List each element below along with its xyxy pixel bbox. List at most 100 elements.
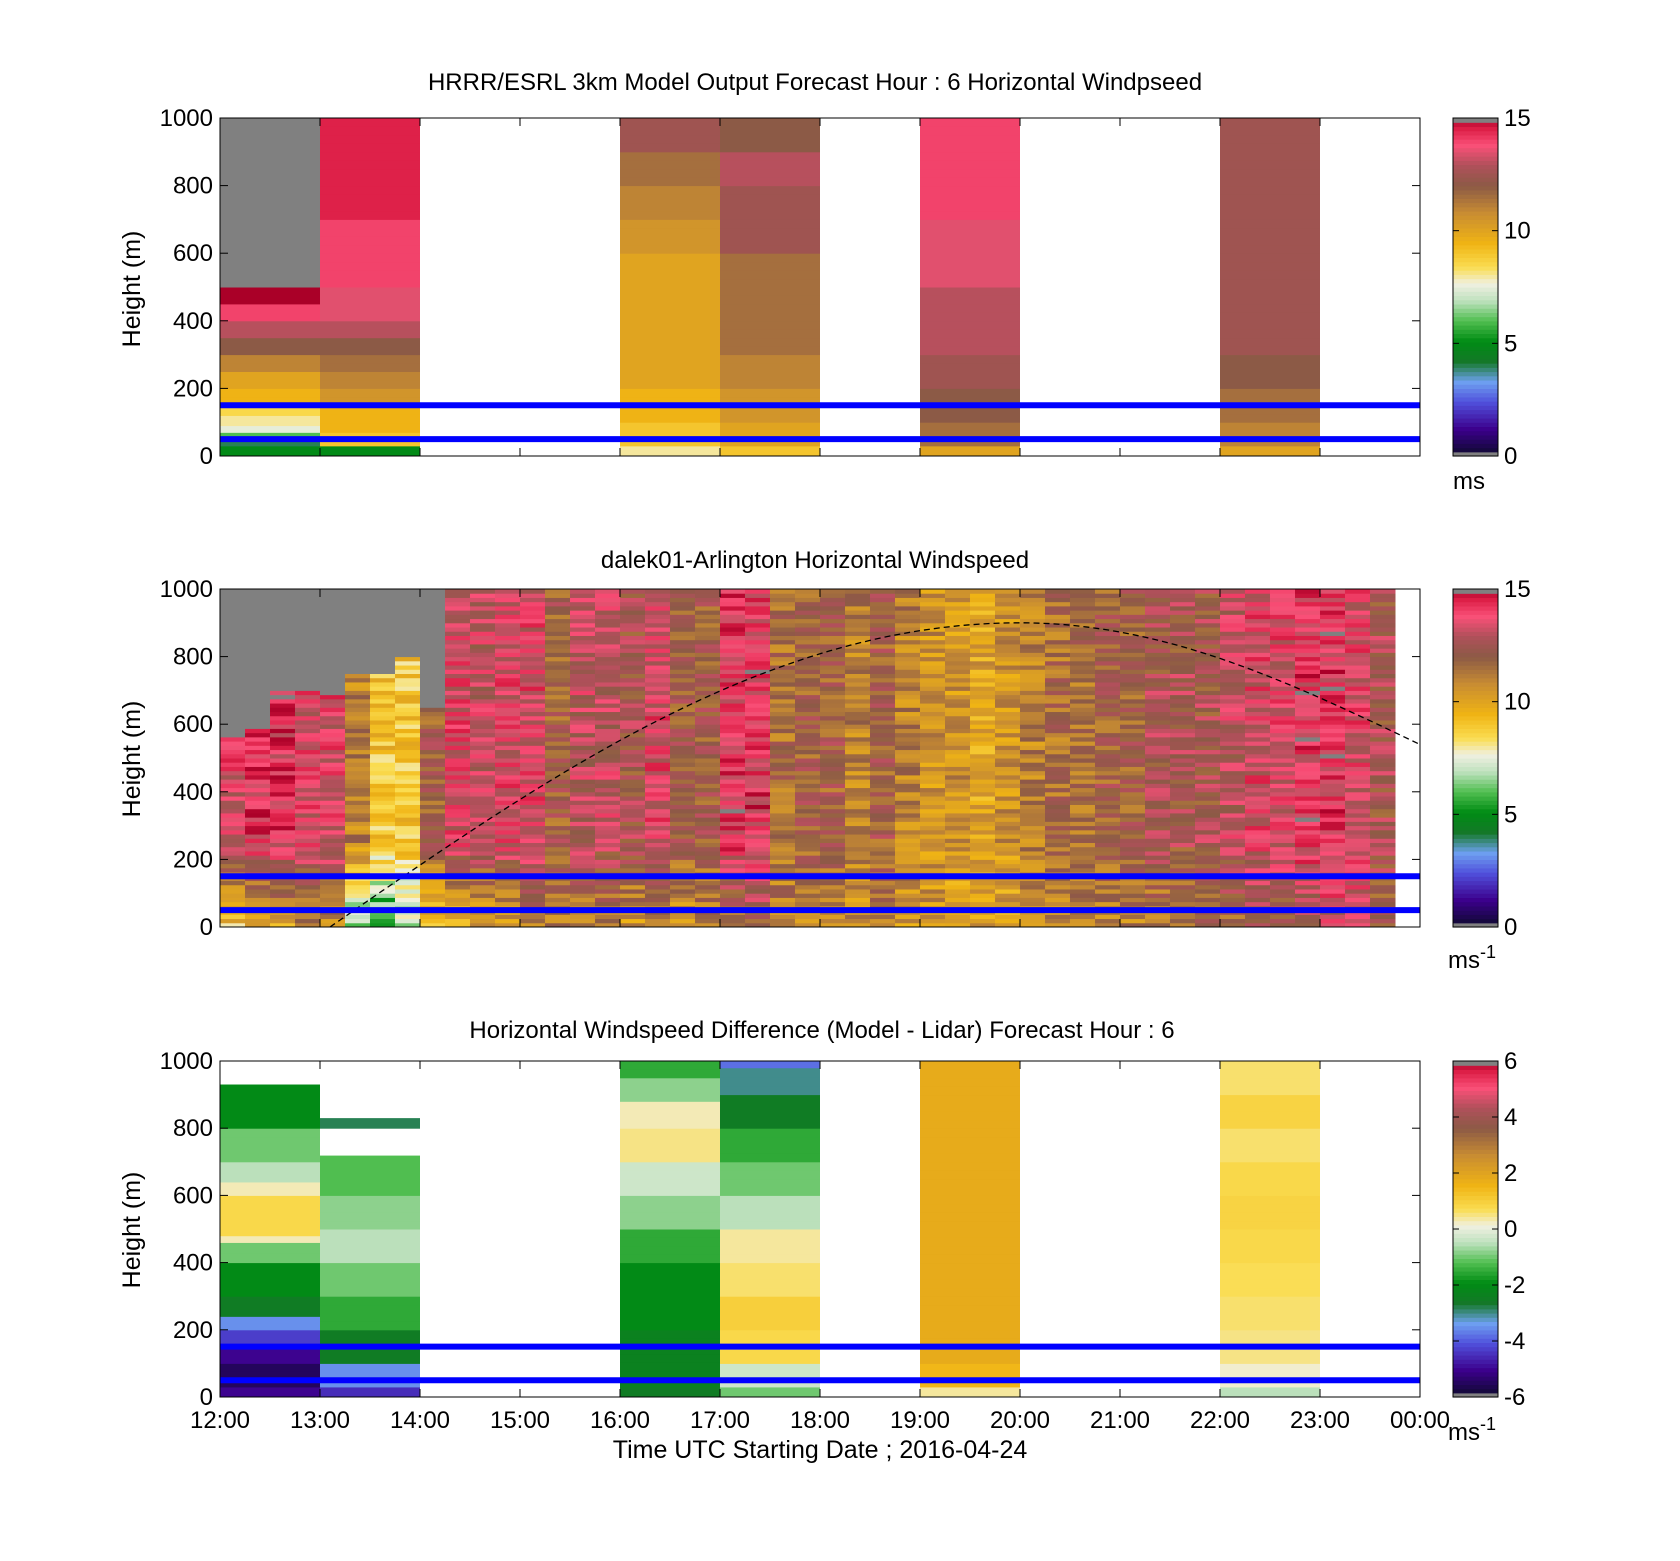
heatmap-cell	[870, 880, 896, 886]
heatmap-cell	[570, 597, 596, 603]
colorbar-swatch	[1453, 295, 1498, 301]
heatmap-cell	[420, 812, 446, 818]
heatmap-cell	[545, 808, 571, 814]
heatmap-cell	[1070, 732, 1096, 738]
heatmap-cell	[920, 711, 946, 717]
heatmap-cell	[470, 715, 496, 721]
heatmap-cell	[295, 627, 321, 632]
heatmap-cell	[620, 1279, 720, 1289]
heatmap-cell	[445, 618, 471, 624]
heatmap-cell	[895, 673, 921, 679]
colorbar-swatch	[1453, 1363, 1498, 1369]
heatmap-cell	[570, 774, 596, 780]
heatmap-cell	[1220, 320, 1320, 330]
heatmap-cell	[945, 817, 971, 822]
heatmap-cell	[1345, 859, 1371, 865]
heatmap-cell	[870, 673, 896, 679]
heatmap-cell	[495, 842, 521, 848]
colorbar-swatch	[1453, 627, 1498, 632]
heatmap-cell	[720, 1119, 820, 1129]
heatmap-cell	[1245, 711, 1271, 717]
heatmap-cell	[695, 829, 721, 835]
heatmap-cell	[395, 867, 421, 873]
heatmap-cell	[795, 753, 821, 759]
heatmap-cell	[270, 812, 296, 818]
heatmap-cell	[920, 1329, 1020, 1339]
heatmap-cell	[1170, 812, 1196, 818]
heatmap-cell	[1095, 838, 1121, 843]
colorbar-swatch	[1453, 762, 1498, 768]
heatmap-cell	[745, 842, 771, 848]
heatmap-cell	[1070, 622, 1096, 628]
heatmap-cell	[770, 914, 796, 920]
heatmap-cell	[1170, 922, 1196, 928]
heatmap-cell	[1195, 614, 1221, 620]
heatmap-cell	[270, 804, 296, 810]
heatmap-cell	[995, 728, 1021, 734]
heatmap-cell	[870, 631, 896, 636]
heatmap-cell	[895, 787, 921, 793]
heatmap-cell	[1345, 766, 1371, 772]
heatmap-cell	[295, 817, 321, 822]
heatmap-cell	[1370, 859, 1396, 865]
heatmap-cell	[620, 656, 646, 662]
heatmap-cell	[920, 677, 946, 683]
heatmap-cell	[1370, 652, 1396, 658]
heatmap-cell	[920, 445, 1020, 457]
heatmap-cell	[770, 770, 796, 776]
heatmap-cell	[1195, 800, 1221, 805]
heatmap-cell	[720, 1136, 820, 1146]
heatmap-cell	[1170, 745, 1196, 751]
heatmap-cell	[1245, 758, 1271, 763]
heatmap-cell	[920, 320, 1020, 330]
heatmap-cell	[545, 918, 571, 924]
heatmap-cell	[295, 724, 321, 729]
heatmap-cell	[620, 1077, 720, 1087]
heatmap-cell	[270, 855, 296, 860]
heatmap-cell	[920, 745, 946, 751]
heatmap-cell	[1070, 762, 1096, 767]
heatmap-cell	[620, 1195, 720, 1205]
heatmap-cell	[720, 597, 746, 603]
heatmap-cell	[520, 719, 546, 725]
colorbar-swatch	[1453, 922, 1498, 928]
heatmap-cell	[670, 686, 696, 691]
heatmap-cell	[745, 597, 771, 603]
heatmap-cell	[920, 774, 946, 780]
heatmap-cell	[745, 627, 771, 632]
heatmap-cell	[695, 593, 721, 598]
heatmap-cell	[620, 597, 646, 603]
heatmap-cell	[670, 635, 696, 641]
heatmap-cell	[670, 677, 696, 683]
heatmap-cell	[795, 728, 821, 734]
heatmap-cell	[395, 817, 421, 822]
heatmap-cell	[395, 787, 421, 793]
heatmap-cell	[470, 694, 496, 700]
heatmap-cell	[370, 800, 396, 805]
heatmap-cell	[870, 724, 896, 729]
heatmap-cell	[1320, 838, 1346, 843]
heatmap-cell	[870, 660, 896, 666]
heatmap-cell	[745, 601, 771, 607]
colorbar-swatch	[1453, 1392, 1498, 1398]
heatmap-cell	[320, 303, 420, 313]
heatmap-cell	[1045, 601, 1071, 607]
heatmap-cell	[420, 656, 446, 662]
heatmap-cell	[420, 829, 446, 835]
heatmap-cell	[320, 639, 346, 645]
heatmap-cell	[945, 774, 971, 780]
heatmap-cell	[445, 736, 471, 742]
heatmap-cell	[895, 880, 921, 886]
heatmap-cell	[695, 758, 721, 763]
heatmap-cell	[295, 610, 321, 615]
colorbar-swatch	[1453, 139, 1498, 144]
heatmap-cell	[270, 867, 296, 873]
heatmap-cell	[370, 863, 396, 869]
heatmap-cell	[795, 593, 821, 598]
heatmap-cell	[1345, 922, 1371, 928]
heatmap-cell	[620, 897, 646, 903]
heatmap-cell	[1195, 842, 1221, 848]
heatmap-cell	[245, 597, 271, 603]
heatmap-cell	[1220, 346, 1320, 356]
heatmap-cell	[1145, 791, 1171, 797]
